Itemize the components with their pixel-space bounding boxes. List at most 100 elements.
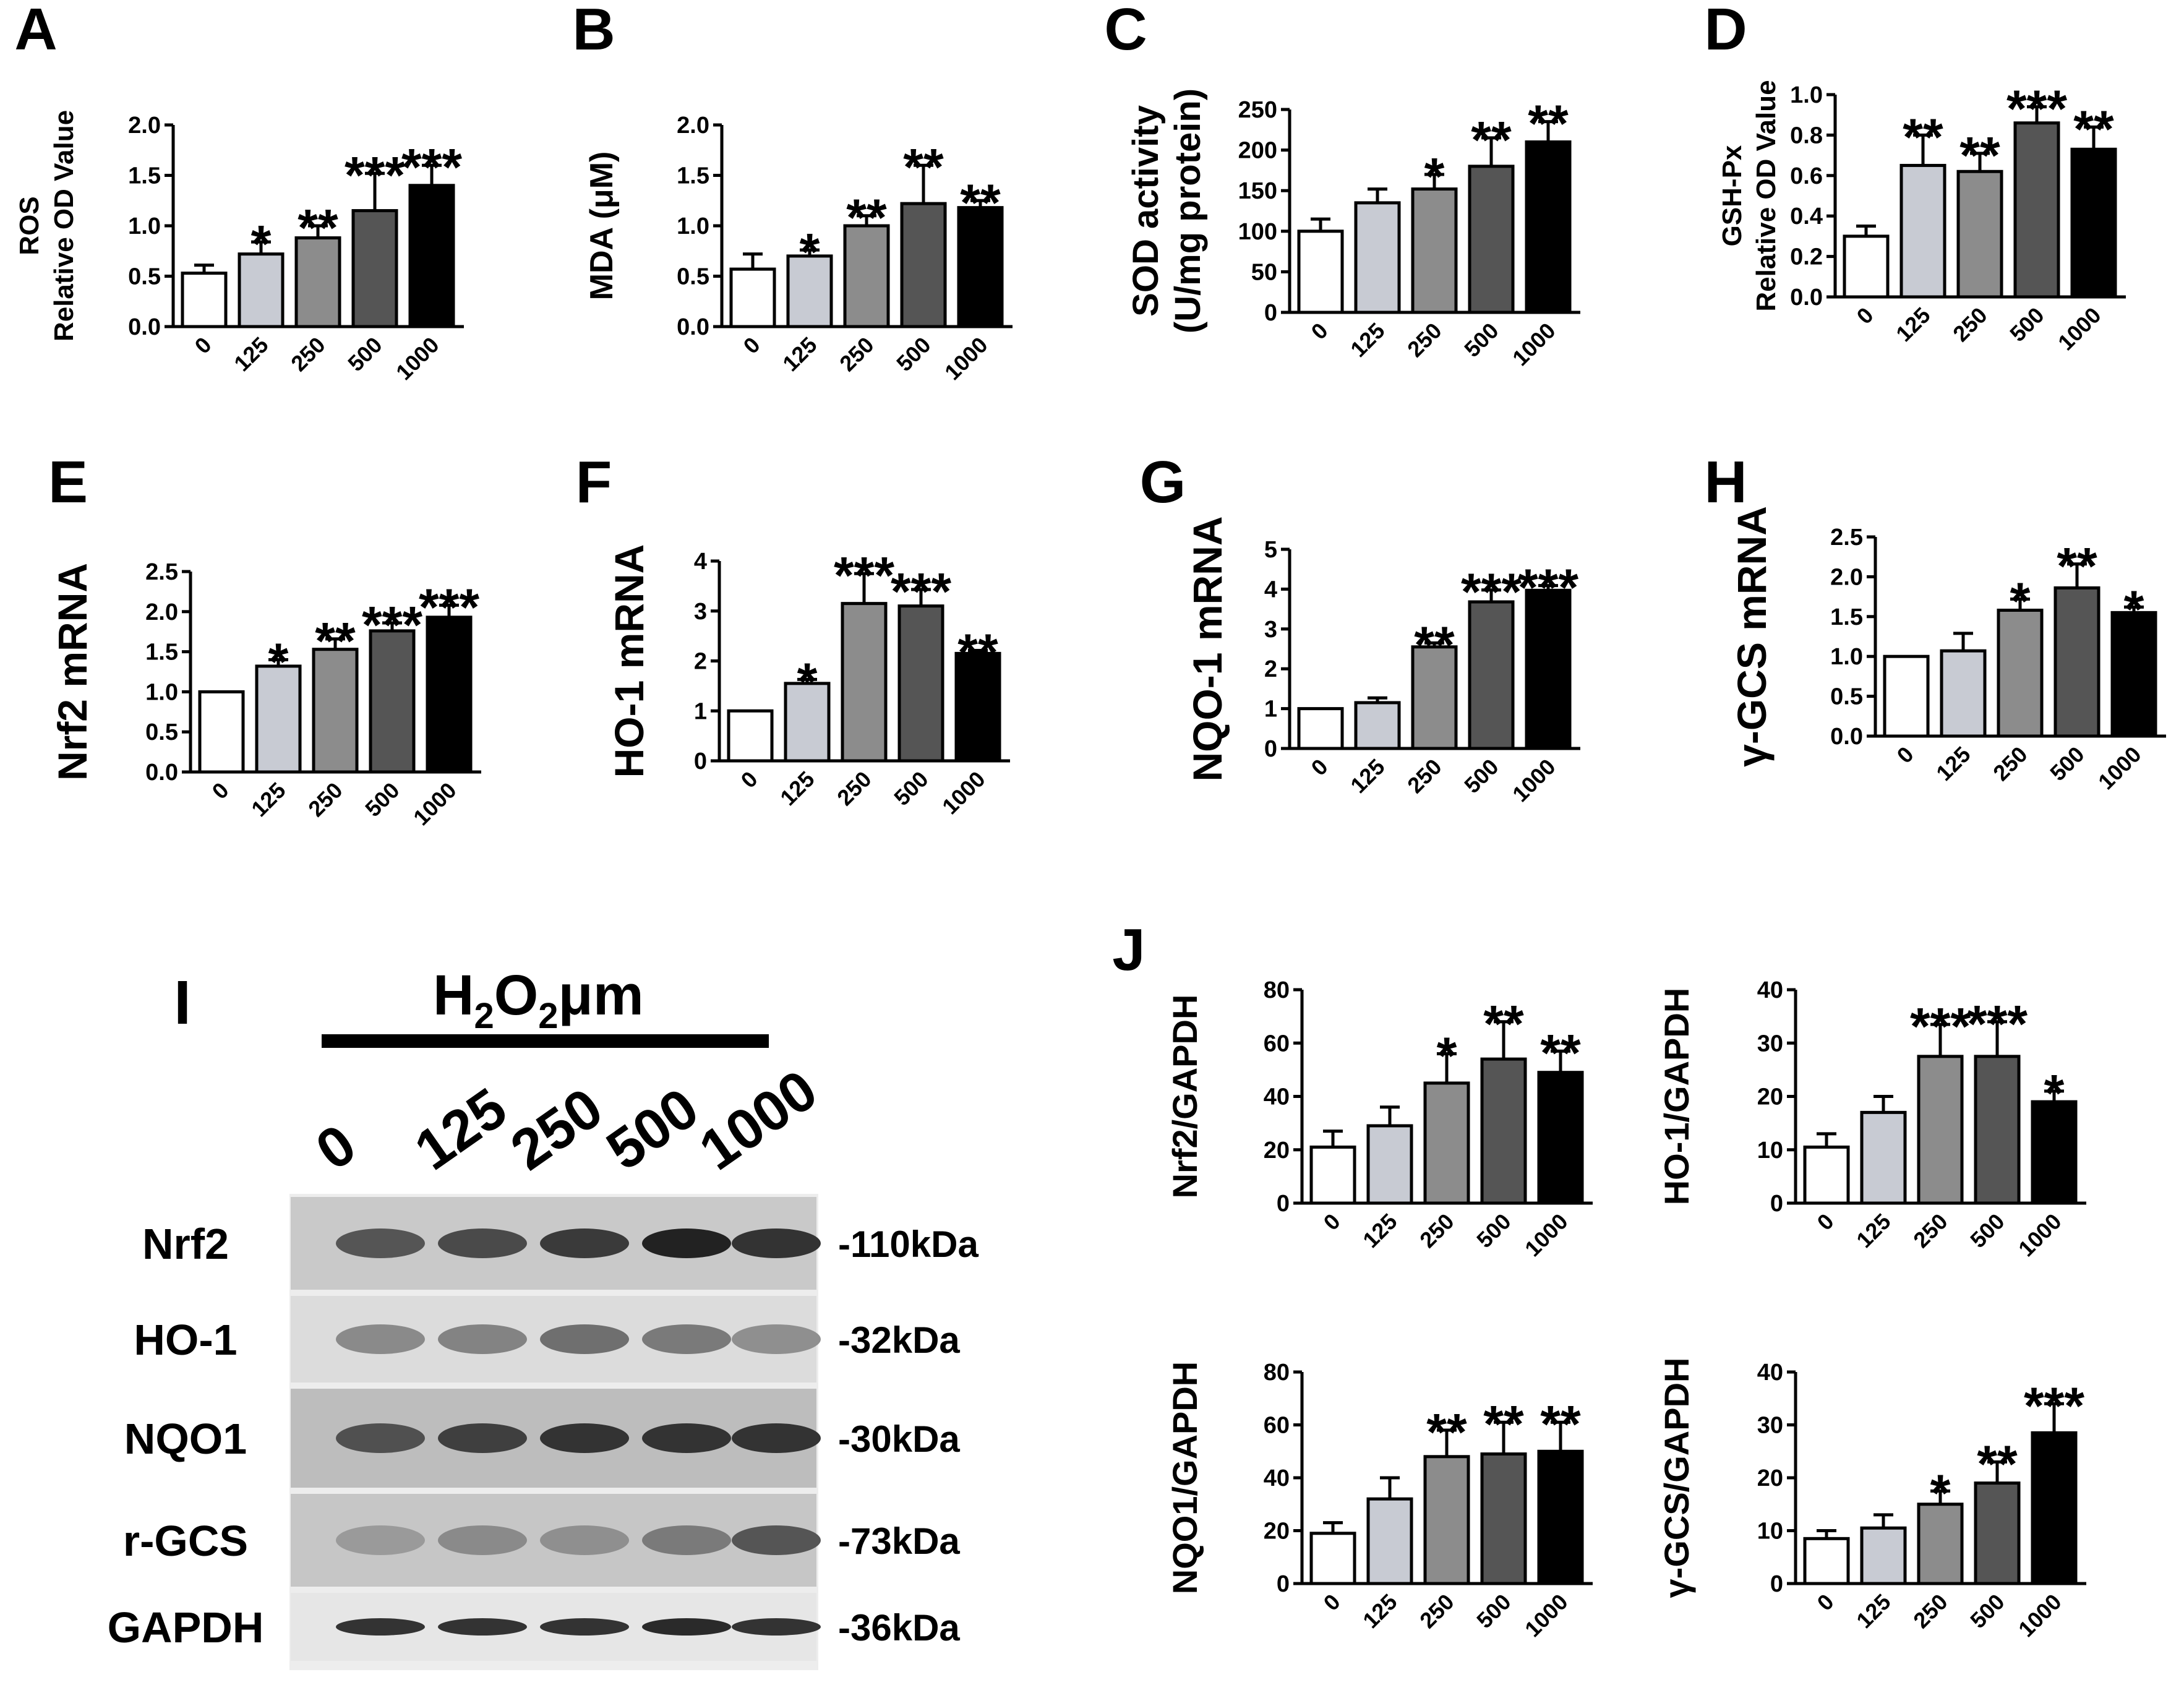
significance-label: * <box>800 223 820 281</box>
bar <box>1297 229 1344 314</box>
y-tick-label: 60 <box>1264 1031 1290 1057</box>
bar <box>1309 1532 1356 1585</box>
bar <box>727 709 774 763</box>
y-tick-label: 2.0 <box>145 599 178 625</box>
significance-label: ** <box>1540 1395 1581 1453</box>
protein-band <box>540 1525 629 1555</box>
protein-band <box>336 1228 425 1258</box>
protein-band <box>732 1423 821 1453</box>
bar <box>351 209 398 328</box>
panel-letter-F: F <box>576 449 612 515</box>
y-axis-label-line2: Relative OD Value <box>49 110 79 341</box>
y-tick-label: 10 <box>1757 1519 1783 1545</box>
bar <box>786 254 833 328</box>
panel-letter-H: H <box>1704 449 1747 515</box>
protein-label: NQO1 <box>124 1415 247 1463</box>
y-axis-label: HO-1 mRNA <box>606 544 652 778</box>
panel-letter-E: E <box>48 449 88 515</box>
y-tick-label: 2.0 <box>677 113 709 139</box>
bar <box>1366 1497 1413 1585</box>
significance-label: *** <box>1518 559 1578 617</box>
panel-letter-D: D <box>1704 0 1747 62</box>
y-tick-label: 250 <box>1238 97 1277 123</box>
y-tick-label: 0.5 <box>1830 684 1863 710</box>
kda-label: -110kDa <box>838 1224 979 1265</box>
protein-band <box>336 1423 425 1453</box>
bar <box>1860 1110 1907 1205</box>
bar <box>2031 1100 2078 1205</box>
significance-label: *** <box>1461 563 1522 621</box>
y-tick-label: 0.4 <box>1790 204 1823 229</box>
bar <box>198 690 245 774</box>
significance-label: ** <box>2073 100 2114 158</box>
protein-band <box>642 1423 731 1453</box>
y-axis-label: ROS <box>14 196 45 255</box>
kda-label: -30kDa <box>838 1418 960 1460</box>
protein-band <box>540 1423 629 1453</box>
bar <box>1843 234 1890 299</box>
bar <box>1468 165 1515 314</box>
bar <box>312 648 359 774</box>
bar <box>1366 1124 1413 1205</box>
y-axis-label: NQO1/GAPDH <box>1165 1361 1204 1595</box>
bar <box>900 202 947 328</box>
y-tick-label: 0.0 <box>145 760 178 786</box>
y-tick-label: 2.0 <box>128 113 161 139</box>
y-tick-label: 100 <box>1238 219 1277 245</box>
y-tick-label: 0.0 <box>1830 724 1863 750</box>
y-tick-label: 0.0 <box>1790 285 1823 311</box>
bar <box>841 602 888 763</box>
protein-label: r-GCS <box>123 1517 248 1565</box>
y-tick-label: 20 <box>1264 1519 1290 1545</box>
significance-label: *** <box>2006 80 2067 138</box>
y-tick-label: 40 <box>1757 1360 1783 1386</box>
bar <box>1411 187 1458 314</box>
treatment-label: H2O2μm <box>433 964 644 1036</box>
bar <box>1480 1452 1527 1585</box>
significance-label: *** <box>1967 995 2028 1053</box>
y-axis-label: SOD activity <box>1126 105 1166 317</box>
bar <box>1354 701 1401 750</box>
y-tick-label: 3 <box>694 599 707 625</box>
treatment-label-h: H <box>433 964 474 1027</box>
significance-label: ** <box>1426 1403 1467 1461</box>
significance-label: ** <box>1483 1395 1524 1453</box>
significance-label: * <box>251 215 272 273</box>
panel-letter-B: B <box>572 0 615 62</box>
y-tick-label: 80 <box>1264 977 1290 1003</box>
kda-label: -73kDa <box>838 1520 960 1562</box>
y-tick-label: 0 <box>1277 1571 1290 1597</box>
y-tick-label: 4 <box>1264 577 1277 602</box>
y-tick-label: 0.2 <box>1790 244 1823 270</box>
significance-label: ** <box>1977 1434 2018 1493</box>
blot-strip-GAPDH <box>291 1593 821 1661</box>
protein-band <box>732 1525 821 1555</box>
bar <box>1525 140 1572 314</box>
protein-band <box>336 1525 425 1555</box>
bar <box>1956 169 2003 299</box>
significance-label: ** <box>957 624 998 682</box>
bar <box>294 236 341 328</box>
blot-strip-HO-1 <box>291 1296 821 1383</box>
significance-label: * <box>2010 572 2031 630</box>
bar-chart-B: B0.00.51.01.52.00*125**250**500**1000MDA… <box>572 0 1013 385</box>
bar <box>2110 611 2157 738</box>
y-tick-label: 1.5 <box>128 163 161 189</box>
y-tick-label: 0 <box>1264 736 1277 762</box>
protein-band <box>732 1228 821 1258</box>
y-tick-label: 20 <box>1264 1138 1290 1164</box>
bar <box>255 664 302 774</box>
bar <box>1803 1145 1850 1205</box>
y-tick-label: 50 <box>1251 259 1277 285</box>
protein-band <box>336 1324 425 1354</box>
y-tick-label: 1.0 <box>145 679 178 705</box>
y-tick-label: 1.0 <box>1790 82 1823 108</box>
bar <box>1537 1071 1584 1205</box>
significance-label: ** <box>298 199 338 257</box>
y-tick-label: 3 <box>1264 617 1277 643</box>
bar <box>1974 1481 2021 1585</box>
bar <box>1940 649 1987 738</box>
significance-label: * <box>1930 1464 1951 1522</box>
panel-letter-J: J <box>1112 917 1145 983</box>
